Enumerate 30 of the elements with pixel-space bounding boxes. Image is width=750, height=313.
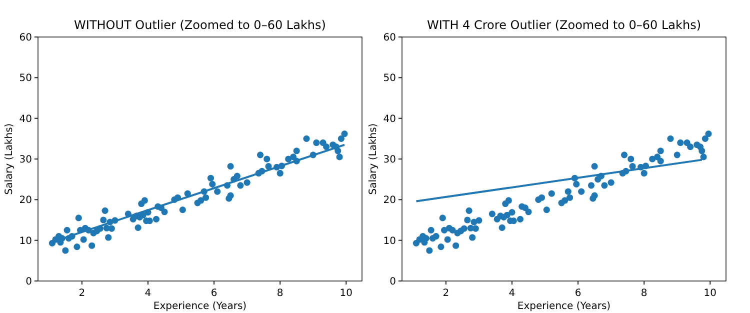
- x-tick-label: 4: [508, 288, 516, 299]
- y-tick-label: 30: [19, 154, 32, 166]
- x-tick-label: 8: [640, 288, 648, 299]
- x-tick-label: 6: [574, 288, 582, 299]
- y-tick-label: 50: [383, 73, 396, 84]
- x-axis-title: Experience (Years): [517, 301, 611, 312]
- x-tick-label: 10: [340, 288, 353, 299]
- y-tick-label: 20: [383, 195, 396, 206]
- x-tick-label: 2: [442, 288, 450, 299]
- y-axis-title: Salary (Lakhs): [4, 123, 15, 195]
- y-tick-label: 0: [390, 276, 396, 288]
- y-tick-label: 20: [19, 195, 32, 206]
- y-tick-label: 10: [19, 236, 32, 247]
- y-tick-label: 50: [19, 73, 32, 84]
- x-tick-label: 6: [210, 288, 218, 299]
- y-tick-label: 0: [26, 276, 32, 288]
- y-axis-title: Salary (Lakhs): [368, 123, 379, 195]
- y-tick-label: 40: [19, 114, 32, 125]
- y-tick-label: 60: [383, 32, 396, 44]
- x-tick-label: 4: [144, 288, 152, 299]
- y-tick-label: 30: [383, 154, 396, 166]
- y-tick-label: 10: [383, 236, 396, 247]
- chart-title: WITHOUT Outlier (Zoomed to 0–60 Lakhs): [74, 18, 326, 32]
- y-tick-label: 60: [19, 32, 32, 44]
- x-tick-label: 10: [704, 288, 717, 299]
- x-tick-label: 2: [78, 288, 86, 299]
- chart-title: WITH 4 Crore Outlier (Zoomed to 0–60 Lakhs): [426, 18, 702, 32]
- x-tick-label: 8: [276, 288, 284, 299]
- x-axis-title: Experience (Years): [153, 301, 247, 312]
- y-tick-label: 40: [383, 114, 396, 125]
